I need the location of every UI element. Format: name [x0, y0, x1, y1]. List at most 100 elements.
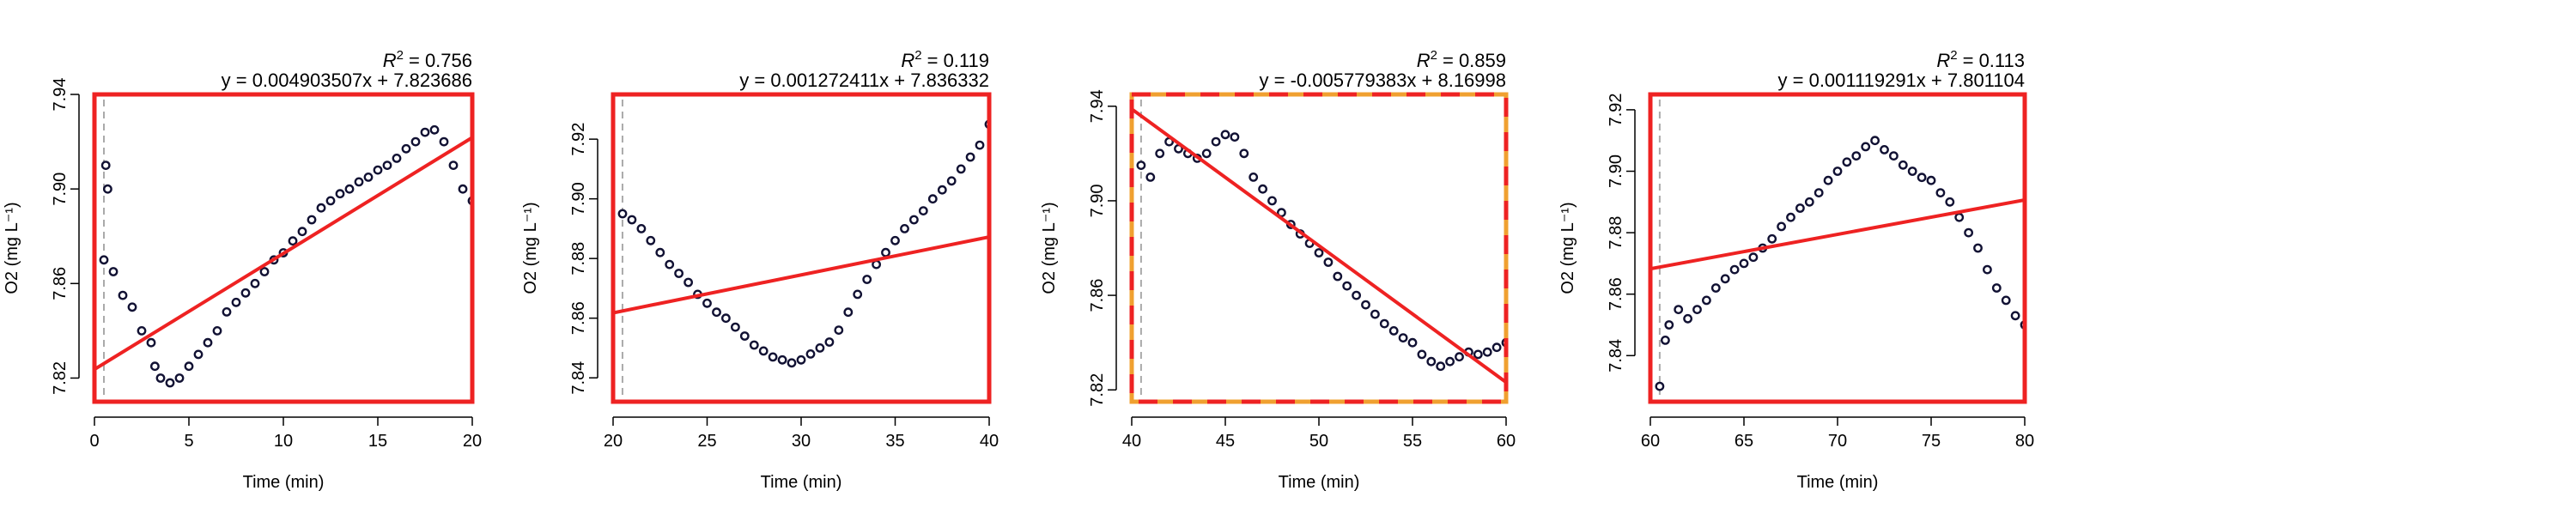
r-squared-value: = 0.756 — [409, 50, 472, 71]
y-tick-label: 7.84 — [569, 361, 588, 395]
data-point — [1258, 184, 1268, 194]
data-point — [1739, 258, 1749, 269]
data-point — [1211, 136, 1221, 147]
data-point — [1814, 188, 1824, 198]
r-squared-exponent: 2 — [1431, 48, 1437, 63]
x-tick-label: 0 — [89, 432, 99, 451]
data-point — [890, 235, 900, 245]
data-point — [1683, 313, 1693, 324]
data-point — [824, 337, 835, 347]
x-tick-label: 80 — [2015, 432, 2034, 451]
x-axis-label: Time (min) — [1797, 473, 1879, 492]
y-tick-label: 7.94 — [1088, 89, 1107, 123]
y-tick-label: 7.82 — [51, 361, 70, 395]
data-point — [1804, 197, 1814, 207]
data-point — [1379, 318, 1389, 329]
data-point — [843, 307, 854, 318]
data-point — [1333, 271, 1343, 282]
data-point — [1907, 167, 1917, 176]
data-point — [1861, 142, 1871, 152]
y-tick-label: 7.88 — [1607, 216, 1625, 250]
chart-panel-2: 20 25 30 35 40 Time (min) 7.84 7.86 7.88 7.90 7.92… — [521, 48, 999, 492]
scatter-points — [1136, 130, 1506, 372]
data-point — [420, 127, 430, 137]
data-point — [288, 236, 298, 246]
data-point — [665, 259, 675, 270]
data-point — [1720, 274, 1730, 284]
x-axis-label: Time (min) — [761, 473, 842, 492]
y-tick-label: 7.86 — [1607, 277, 1625, 311]
data-point — [118, 290, 128, 300]
chart-panel-3: 40 45 50 55 60 Time (min) 7.82 7.86 7.90 7.94 O2 (… — [1040, 48, 1516, 492]
data-point — [1249, 172, 1259, 182]
data-point — [222, 306, 232, 317]
r-squared-annotation: R2 = 0.756 — [383, 48, 472, 71]
data-point — [1710, 283, 1721, 293]
data-point — [1455, 352, 1464, 362]
data-point — [1674, 305, 1684, 314]
data-point — [325, 196, 336, 206]
data-point — [212, 325, 222, 336]
plot-frame — [92, 92, 475, 404]
data-point — [1786, 212, 1795, 222]
x-axis-label: Time (min) — [1279, 473, 1360, 492]
data-point — [1361, 300, 1370, 310]
data-point — [2010, 311, 2020, 321]
data-point — [683, 277, 693, 288]
data-point — [1702, 295, 1711, 306]
data-point — [617, 209, 628, 219]
data-point — [749, 340, 759, 350]
plot-frame — [1129, 92, 1509, 404]
x-tick-label: 25 — [697, 432, 716, 451]
y-tick-label: 7.86 — [1088, 279, 1107, 312]
data-point — [458, 184, 468, 194]
x-tick-label: 50 — [1309, 432, 1328, 451]
x-tick-label: 15 — [368, 432, 387, 451]
data-point — [316, 203, 326, 213]
y-axis-label: O2 (mg L⁻¹) — [1558, 202, 1577, 294]
x-tick-label: 20 — [604, 432, 623, 451]
data-point — [1492, 342, 1502, 353]
data-point — [1870, 136, 1880, 146]
data-point — [1926, 175, 1936, 185]
data-point — [410, 136, 421, 147]
r-squared-symbol: R — [383, 50, 397, 71]
data-point — [1388, 325, 1399, 336]
data-point — [231, 297, 241, 307]
r-squared-annotation: R2 = 0.119 — [901, 48, 989, 71]
r-squared-symbol: R — [901, 50, 914, 71]
data-point — [1220, 130, 1230, 140]
data-point — [100, 161, 111, 171]
data-point — [636, 223, 647, 233]
data-point — [174, 373, 185, 383]
data-point — [965, 152, 975, 162]
r-squared-value: = 0.119 — [927, 50, 989, 71]
y-axis-label: O2 (mg L⁻¹) — [521, 202, 540, 294]
y-tick-label: 7.94 — [51, 78, 70, 112]
r-squared-symbol: R — [1936, 50, 1950, 71]
y-tick-label: 7.86 — [51, 267, 70, 300]
data-point — [184, 361, 194, 372]
data-point — [1880, 144, 1889, 154]
data-point — [937, 185, 947, 195]
data-point — [439, 136, 449, 147]
data-point — [862, 275, 872, 284]
scatter-points — [1655, 136, 2025, 391]
chart-panel-1: 0 5 10 15 20 Time (min) 7.82 7.86 7.90 7.94 O2 (mg… — [3, 48, 482, 492]
data-point — [1664, 320, 1674, 330]
data-point — [1398, 333, 1408, 342]
data-point — [1370, 309, 1380, 319]
x-tick-label: 60 — [1641, 432, 1660, 451]
y-axis-label: O2 (mg L⁻¹) — [1040, 202, 1059, 294]
data-point — [401, 143, 411, 154]
x-tick-label: 35 — [885, 432, 904, 451]
x-tick-label: 75 — [1922, 432, 1941, 451]
y-tick-label: 7.90 — [51, 173, 70, 206]
data-point — [429, 124, 440, 135]
data-point — [259, 267, 270, 276]
data-point — [1729, 264, 1740, 275]
y-tick-label: 7.90 — [1088, 184, 1107, 217]
data-point — [155, 373, 166, 383]
data-point — [1482, 347, 1492, 357]
data-point — [1888, 151, 1899, 161]
